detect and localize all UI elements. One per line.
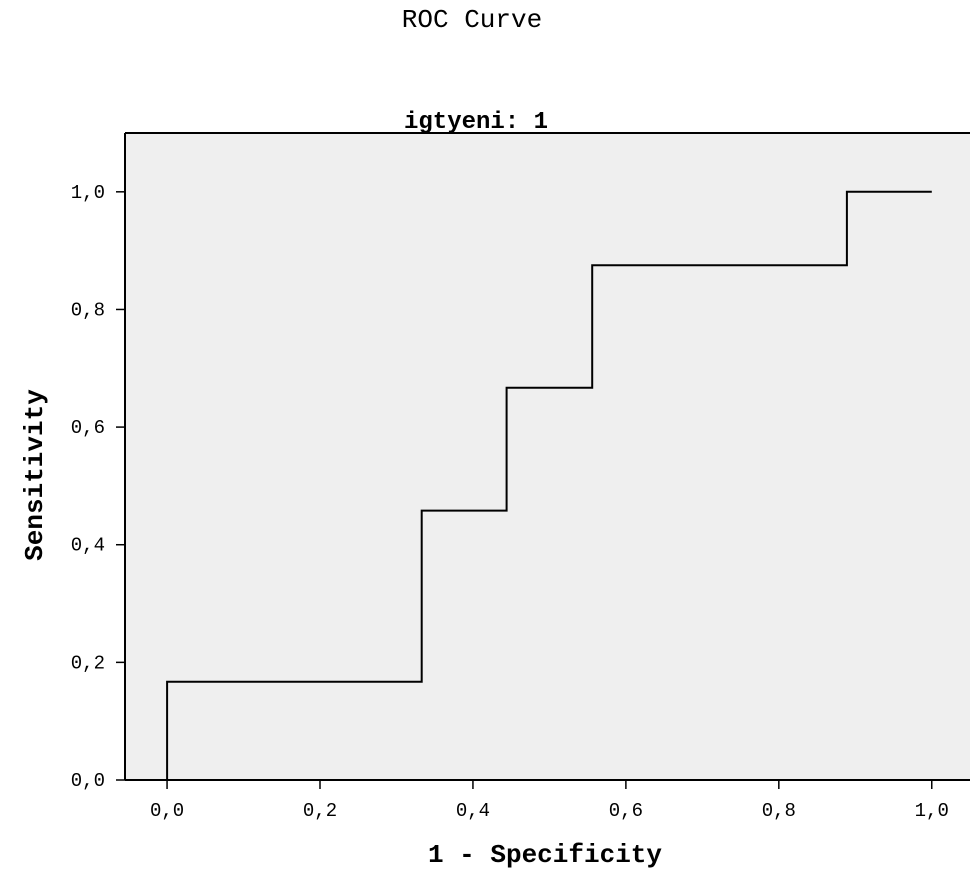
x-tick-label: 0,8	[762, 800, 796, 822]
x-tick-label: 0,2	[303, 800, 337, 822]
y-tick-label: 0,6	[71, 417, 105, 439]
y-tick-label: 0,8	[71, 299, 105, 321]
y-axis-ticks: 0,0 0,2 0,4 0,6 0,8 1,0	[71, 182, 125, 792]
y-tick-label: 0,2	[71, 652, 105, 674]
chart-title: ROC Curve	[402, 5, 542, 35]
x-axis-title: 1 - Specificity	[428, 840, 662, 870]
roc-curve-line	[166, 190, 932, 780]
y-tick-label: 0,4	[71, 535, 105, 557]
x-tick-label: 0,4	[456, 800, 490, 822]
x-tick-label: 0,0	[150, 800, 184, 822]
y-tick-label: 1,0	[71, 182, 105, 204]
y-tick-label: 0,0	[71, 770, 105, 792]
panel-title: igtyeni: 1	[404, 109, 548, 136]
x-tick-label: 0,6	[609, 800, 643, 822]
x-axis-ticks: 0,0 0,2 0,4 0,6 0,8 1,0	[150, 780, 949, 822]
plot-area	[125, 133, 970, 780]
x-tick-label: 1,0	[915, 800, 949, 822]
y-axis-title: Sensitivity	[20, 389, 50, 561]
